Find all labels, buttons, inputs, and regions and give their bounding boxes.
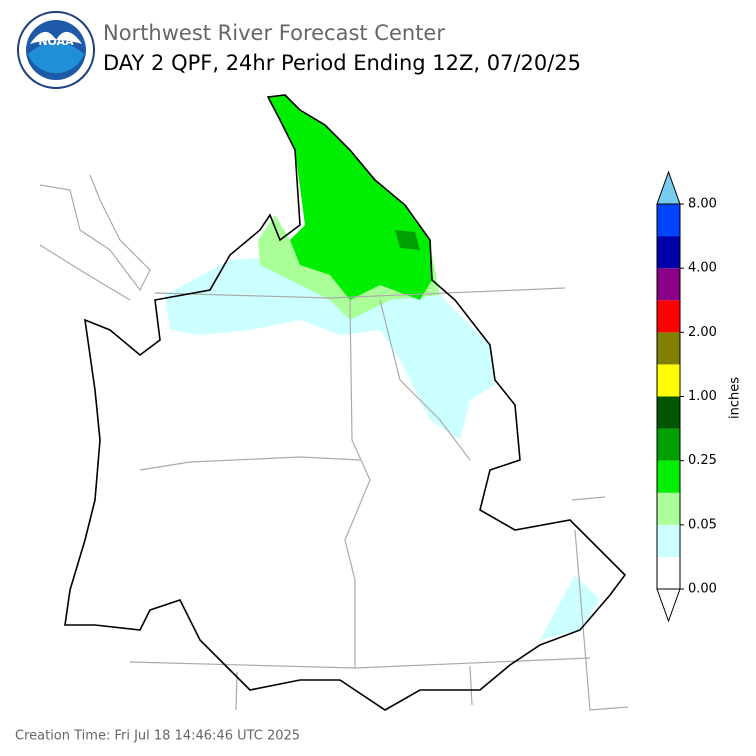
colorbar-segment (657, 300, 680, 333)
colorbar-segment (657, 396, 680, 429)
colorbar-tick-label: 0.05 (688, 517, 717, 532)
title: Northwest River Forecast Center (103, 21, 445, 45)
colorbar-segment (657, 236, 680, 269)
colorbar-label: inches (728, 377, 743, 419)
colorbar-tick-label: 0.00 (688, 582, 717, 597)
colorbar-segment (657, 460, 680, 493)
colorbar-tick-label: 1.00 (688, 389, 717, 404)
map (39, 94, 629, 711)
basin-boundary (64, 94, 627, 711)
colorbar: 0.00 0.05 0.25 1.00 2.00 4.00 8.00 (656, 170, 717, 623)
colorbar-segment (657, 268, 680, 301)
colorbar-tick-label: 8.00 (688, 197, 717, 212)
colorbar-segment (657, 332, 680, 365)
subtitle: DAY 2 QPF, 24hr Period Ending 12Z, 07/20… (103, 51, 581, 75)
colorbar-segment (657, 428, 680, 461)
basin-outline (65, 95, 625, 710)
colorbar-tick-label: 2.00 (688, 325, 717, 340)
colorbar-segment (657, 524, 680, 557)
colorbar-under (656, 588, 681, 623)
colorbar-segment (657, 492, 680, 525)
colorbar-over (656, 170, 681, 205)
colorbar-segment (657, 204, 680, 237)
colorbar-segment (657, 556, 680, 589)
colorbar-tick-label: 0.25 (688, 453, 717, 468)
noaa-logo: NOAA (17, 11, 95, 89)
colorbar-segment (657, 364, 680, 397)
logo-text: NOAA (38, 35, 74, 48)
colorbar-tick-label: 4.00 (688, 261, 717, 276)
creation-time: Creation Time: Fri Jul 18 14:46:46 UTC 2… (15, 729, 300, 744)
